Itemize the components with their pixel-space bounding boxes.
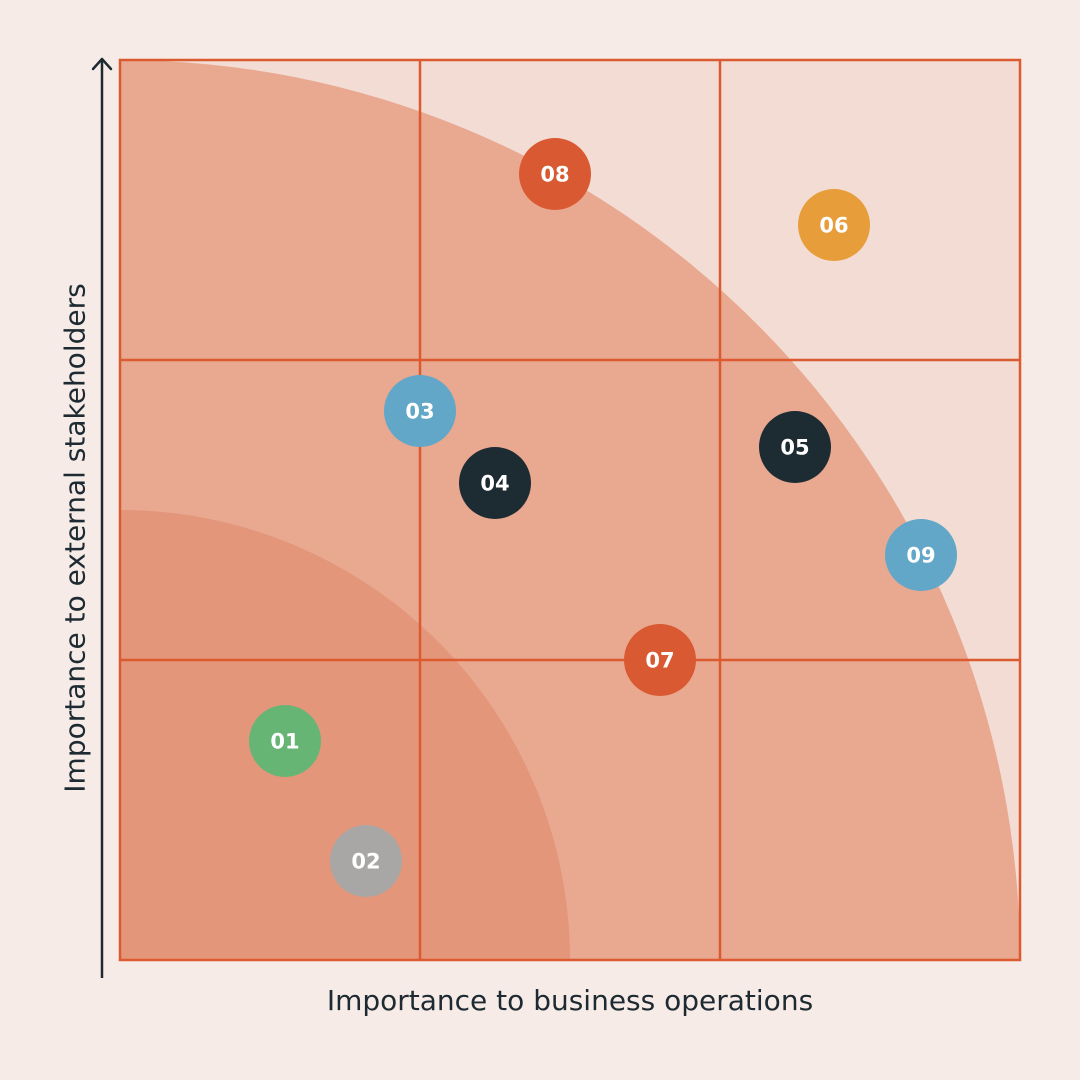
point-label-02: 02 (351, 850, 380, 874)
point-05: 05 (759, 411, 831, 483)
point-marker-01 (249, 705, 321, 777)
point-marker-03 (384, 375, 456, 447)
point-marker-05 (759, 411, 831, 483)
y-axis-arrow-icon (91, 57, 113, 71)
point-09: 09 (885, 519, 957, 591)
zone-2 (120, 510, 570, 960)
point-label-03: 03 (405, 400, 434, 424)
point-01: 01 (249, 705, 321, 777)
point-label-09: 09 (906, 544, 935, 568)
point-marker-09 (885, 519, 957, 591)
point-label-01: 01 (270, 730, 299, 754)
point-label-07: 07 (645, 649, 674, 673)
point-07: 07 (624, 624, 696, 696)
point-label-06: 06 (819, 214, 848, 238)
plot-border (118, 58, 1022, 962)
point-02: 02 (330, 825, 402, 897)
point-marker-06 (798, 189, 870, 261)
point-marker-07 (624, 624, 696, 696)
point-08: 08 (519, 138, 591, 210)
x-axis-title: Importance to business operations (326, 984, 814, 1017)
point-marker-04 (459, 447, 531, 519)
point-03: 03 (384, 375, 456, 447)
point-label-04: 04 (480, 472, 509, 496)
point-06: 06 (798, 189, 870, 261)
point-label-05: 05 (780, 436, 809, 460)
point-marker-02 (330, 825, 402, 897)
point-marker-08 (519, 138, 591, 210)
y-axis-title: Importance to external stakeholders (58, 283, 92, 793)
point-04: 04 (459, 447, 531, 519)
point-label-08: 08 (540, 163, 569, 187)
